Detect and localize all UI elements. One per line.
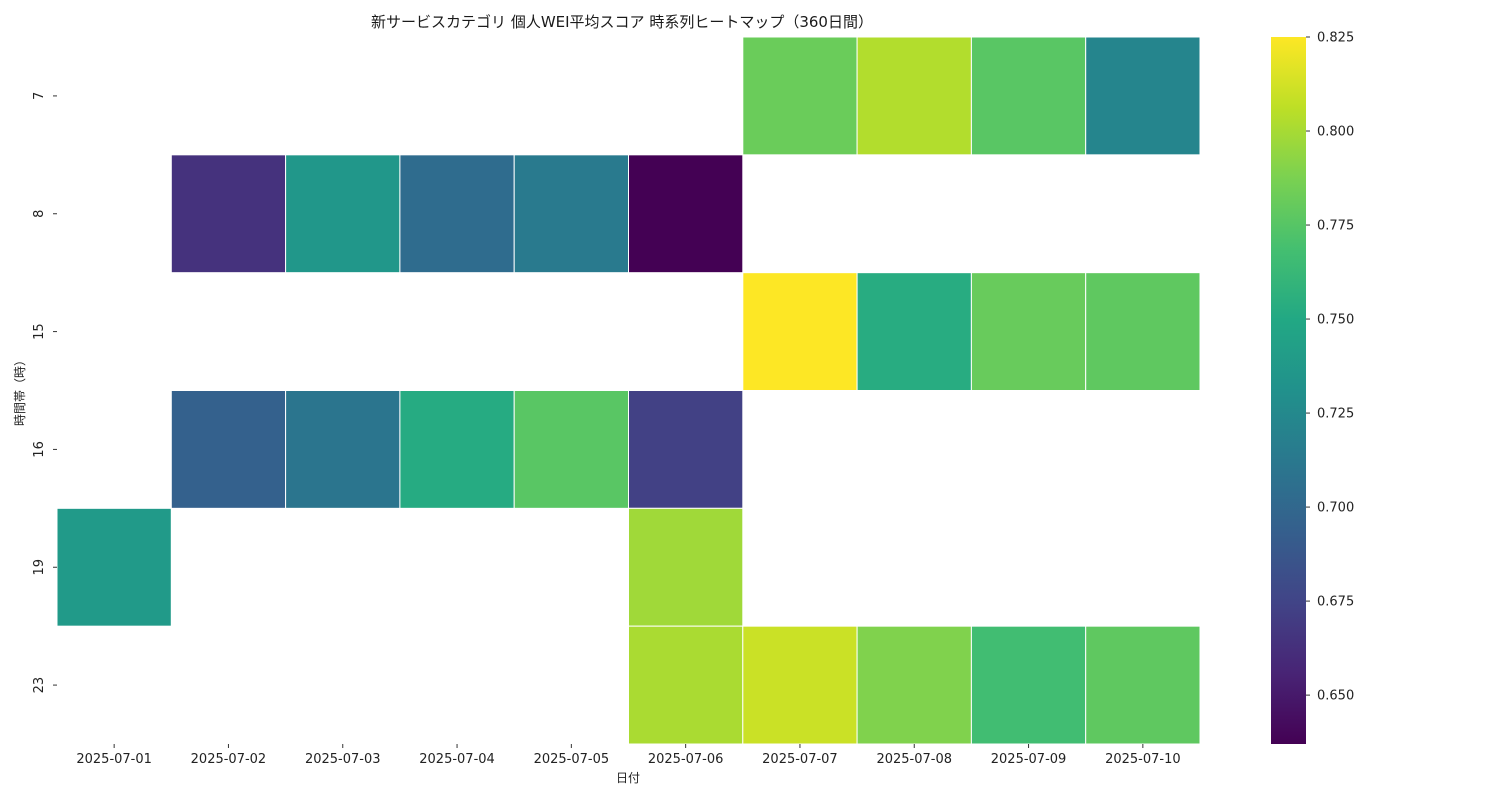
colorbar-tick-label: 0.825 <box>1317 31 1354 46</box>
heatmap-cell <box>856 272 972 391</box>
colorbar-tick-label: 0.750 <box>1317 313 1354 328</box>
colorbar-gradient <box>1271 37 1306 744</box>
heatmap-cell <box>628 390 744 509</box>
heatmap-cell <box>970 272 1087 391</box>
heatmap-cell <box>970 36 1087 156</box>
heatmap-cell <box>856 625 972 745</box>
x-tick-label: 2025-07-08 <box>876 752 952 767</box>
colorbar-tick-label: 0.725 <box>1317 407 1354 422</box>
x-axis-label: 日付 <box>616 771 640 785</box>
heatmap-cell <box>285 390 401 509</box>
colorbar-tick-label: 0.650 <box>1317 689 1354 704</box>
y-axis-label: 時間帯（時） <box>13 354 27 426</box>
x-tick-label: 2025-07-09 <box>991 752 1067 767</box>
y-tick-label: 8 <box>32 210 47 218</box>
chart-title: 新サービスカテゴリ 個人WEI平均スコア 時系列ヒートマップ（360日間） <box>371 13 873 31</box>
heatmap-cell <box>285 154 401 274</box>
heatmap-cell <box>628 625 744 745</box>
x-tick-label: 2025-07-03 <box>305 752 381 767</box>
colorbar-tick-label: 0.700 <box>1317 501 1354 516</box>
heatmap-cell <box>513 154 630 274</box>
heatmap-cell <box>742 36 858 156</box>
heatmap-cell <box>56 507 172 627</box>
heatmap-cell <box>170 390 287 509</box>
y-tick-label: 19 <box>32 559 47 576</box>
x-tick-label: 2025-07-04 <box>419 752 495 767</box>
heatmap-cell <box>399 154 515 274</box>
colorbar-tick-label: 0.800 <box>1317 125 1354 140</box>
x-tick-label: 2025-07-01 <box>76 752 152 767</box>
x-tick-label: 2025-07-07 <box>762 752 838 767</box>
heatmap-cells <box>56 36 1201 745</box>
x-tick-label: 2025-07-02 <box>191 752 267 767</box>
x-tick-label: 2025-07-05 <box>534 752 610 767</box>
x-tick-label: 2025-07-06 <box>648 752 724 767</box>
y-axis-ticks: 7 8 15 16 19 23 <box>32 92 57 694</box>
heatmap-cell <box>399 390 515 509</box>
heatmap-cell <box>1085 272 1201 391</box>
heatmap-cell <box>513 390 630 509</box>
colorbar-tick-label: 0.775 <box>1317 219 1354 234</box>
heatmap-cell <box>1085 625 1201 745</box>
x-axis-ticks: 2025-07-01 2025-07-02 2025-07-03 2025-07-04… <box>76 744 1181 767</box>
colorbar: 0.650 0.675 0.700 0.725 0.750 0.775 0.800 0.825 <box>1271 31 1354 744</box>
colorbar-ticks: 0.650 0.675 0.700 0.725 0.750 0.775 0.800 0.825 <box>1306 31 1354 704</box>
x-tick-label: 2025-07-10 <box>1105 752 1181 767</box>
heatmap-cell <box>1085 36 1201 156</box>
y-tick-label: 16 <box>32 441 47 458</box>
heatmap-cell <box>856 36 972 156</box>
heatmap-cell <box>628 507 744 627</box>
y-tick-label: 23 <box>32 677 47 694</box>
y-tick-label: 15 <box>32 323 47 340</box>
y-tick-label: 7 <box>32 92 47 100</box>
colorbar-tick-label: 0.675 <box>1317 595 1354 610</box>
heatmap-cell <box>628 154 744 274</box>
heatmap-cell <box>742 272 858 391</box>
heatmap-cell <box>742 625 858 745</box>
heatmap-cell <box>970 625 1087 745</box>
heatmap-cell <box>170 154 287 274</box>
